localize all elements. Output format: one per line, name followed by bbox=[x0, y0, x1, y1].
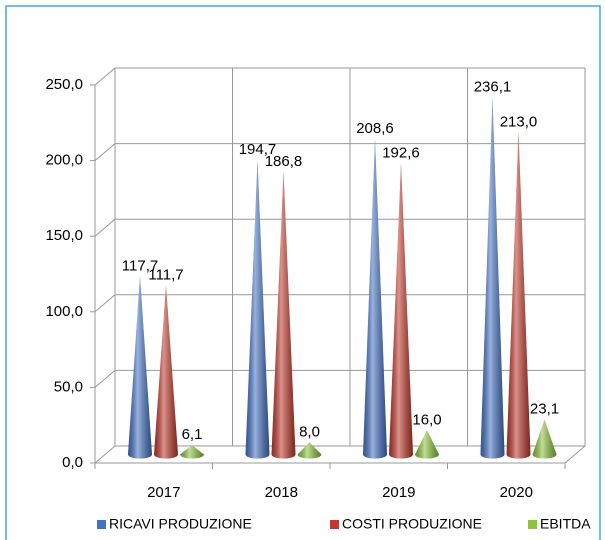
cone-shade bbox=[245, 160, 270, 459]
x-tick-label: 2020 bbox=[500, 484, 533, 501]
value-label: 208,6 bbox=[356, 120, 394, 137]
x-tick-label: 2018 bbox=[265, 484, 298, 501]
value-label: 6,1 bbox=[182, 426, 203, 443]
grid-line bbox=[94, 143, 585, 161]
y-tick-label: 100,0 bbox=[45, 303, 83, 320]
legend-label: EBITDA bbox=[540, 516, 591, 532]
x-tick-label: 2019 bbox=[382, 484, 415, 501]
y-tick-label: 50,0 bbox=[54, 378, 83, 395]
value-label: 23,1 bbox=[530, 401, 559, 418]
cone-shade bbox=[271, 172, 296, 459]
cone-shade bbox=[389, 163, 413, 459]
value-label: 186,8 bbox=[265, 153, 303, 170]
value-label: 111,7 bbox=[148, 267, 183, 284]
frame bbox=[5, 5, 601, 540]
legend-swatch bbox=[330, 520, 339, 529]
value-label: 117,7 bbox=[122, 258, 158, 275]
grid-line bbox=[94, 218, 585, 237]
cone-shade bbox=[480, 97, 505, 459]
cone-shade bbox=[154, 285, 178, 459]
legend-label: COSTI PRODUZIONE bbox=[342, 516, 482, 532]
cone-shade bbox=[297, 442, 322, 459]
y-tick-label: 200,0 bbox=[45, 152, 83, 169]
grid-line bbox=[94, 369, 585, 388]
cone-shade bbox=[180, 445, 204, 459]
value-label: 213,0 bbox=[500, 113, 538, 130]
cone-shade bbox=[363, 139, 387, 459]
y-tick-label: 0,0 bbox=[62, 454, 83, 471]
value-label: 236,1 bbox=[474, 78, 512, 95]
value-label: 8,0 bbox=[299, 423, 320, 440]
grid-line bbox=[94, 294, 585, 313]
legend-swatch bbox=[97, 520, 106, 529]
cone-shade bbox=[415, 430, 439, 459]
cone-shade bbox=[128, 276, 152, 459]
y-tick-label: 250,0 bbox=[45, 76, 83, 93]
y-tick-label: 150,0 bbox=[45, 227, 83, 244]
grid-line bbox=[94, 67, 585, 86]
value-label: 16,0 bbox=[412, 411, 441, 428]
cone-shade bbox=[506, 132, 531, 459]
value-label: 194,7 bbox=[239, 141, 277, 158]
x-tick-label: 2017 bbox=[147, 484, 180, 501]
legend-label: RICAVI PRODUZIONE bbox=[109, 516, 252, 532]
value-label: 192,6 bbox=[382, 144, 420, 161]
floor-right bbox=[564, 445, 586, 464]
legend-swatch bbox=[528, 520, 537, 529]
cone-shade bbox=[532, 419, 557, 459]
